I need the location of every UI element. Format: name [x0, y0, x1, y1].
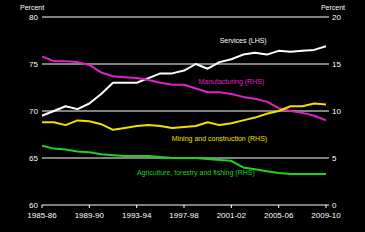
grid-line	[42, 111, 326, 112]
y2-tick-label: 10	[332, 107, 341, 116]
x-tick-label: 1997-98	[169, 211, 199, 220]
series-label: Agriculture, forestry and fishing (RHS)	[137, 169, 255, 177]
y-tick-label: 65	[29, 154, 38, 163]
series-line	[42, 56, 326, 120]
y2-tick-label: 20	[332, 13, 341, 22]
x-tick	[184, 205, 185, 208]
y2-tick	[326, 17, 329, 18]
y2-tick	[326, 111, 329, 112]
chart: 60 65 70 75 80 0 5 10 15 20 Percent Percent 1985-86 1…	[0, 0, 365, 232]
y2-axis-title: Percent	[321, 4, 345, 11]
series-label: Mining and construction (RHS)	[172, 135, 267, 143]
y-axis-title: Percent	[20, 4, 44, 11]
x-tick	[326, 205, 327, 208]
y2-tick	[326, 158, 329, 159]
series-line	[42, 46, 326, 116]
y-tick-label: 75	[29, 60, 38, 69]
x-tick-label: 1985-86	[27, 211, 57, 220]
grid-line	[42, 17, 326, 18]
y-tick-label: 70	[29, 107, 38, 116]
plot-lines	[42, 46, 326, 174]
x-tick	[231, 205, 232, 208]
x-tick	[278, 205, 279, 208]
y2-tick	[326, 64, 329, 65]
x-tick	[136, 205, 137, 208]
y-tick-label: 60	[29, 201, 38, 210]
x-tick	[42, 205, 43, 208]
y2-tick-label: 0	[332, 201, 337, 210]
y2-tick-label: 5	[332, 154, 337, 163]
x-tick-label: 2009-10	[311, 211, 341, 220]
y2-tick-label: 15	[332, 60, 341, 69]
x-tick-label: 1989-90	[75, 211, 105, 220]
background	[0, 0, 365, 232]
x-tick-label: 2005-06	[264, 211, 294, 220]
series-label: Manufacturing (RHS)	[198, 78, 264, 86]
series-line	[42, 103, 326, 129]
x-tick-label: 2001-02	[217, 211, 247, 220]
x-tick-label: 1993-94	[122, 211, 152, 220]
x-tick	[89, 205, 90, 208]
series-label: Services (LHS)	[220, 37, 267, 45]
y-tick-label: 80	[29, 13, 38, 22]
